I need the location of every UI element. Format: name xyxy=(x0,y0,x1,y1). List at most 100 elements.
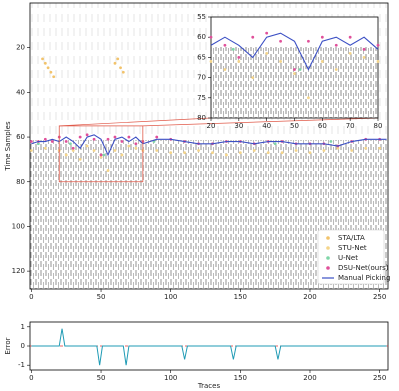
pick-point xyxy=(294,149,298,152)
pick-point xyxy=(43,146,47,150)
pick-point xyxy=(307,96,310,100)
pick-point xyxy=(52,75,56,79)
zoom-box xyxy=(58,125,144,183)
x-tick-label: 50 xyxy=(97,374,106,382)
y-tick-label: 75 xyxy=(197,94,206,102)
pick-point xyxy=(350,149,354,152)
pick-point xyxy=(64,153,68,157)
x-tick-label: 250 xyxy=(373,374,386,382)
pick-point xyxy=(307,39,310,43)
y-tick-label: 80 xyxy=(16,178,25,186)
pick-point xyxy=(225,153,228,157)
pick-point xyxy=(308,151,312,155)
pick-point xyxy=(49,70,53,74)
x-tick-label: 100 xyxy=(164,374,177,382)
x-axis-label: Traces xyxy=(197,382,221,390)
y-tick-label: 20 xyxy=(16,44,25,52)
x-tick-label: 30 xyxy=(234,122,243,130)
legend-label: Manual Picking xyxy=(338,274,390,282)
main-plot: 0 50 100 150 200 250 20 40 60 80 100 120 Time Sample… xyxy=(4,2,390,301)
pick-point xyxy=(265,31,269,35)
pick-point xyxy=(376,43,380,47)
pick-point xyxy=(329,140,333,143)
pick-point xyxy=(46,66,50,70)
pick-point xyxy=(273,142,277,146)
pick-point xyxy=(36,142,40,146)
pick-point xyxy=(78,135,82,139)
pick-point xyxy=(320,60,324,63)
legend-frame xyxy=(317,229,385,285)
pick-point xyxy=(71,146,75,150)
y-tick-label: 80 xyxy=(197,114,206,122)
pick-point xyxy=(362,56,366,59)
x-tick-label: 100 xyxy=(164,293,177,301)
x-tick-label: 50 xyxy=(290,122,299,130)
legend-label: STA/LTA xyxy=(338,234,365,242)
pick-point xyxy=(209,35,213,39)
pick-point xyxy=(106,169,110,172)
x-tick-label: 50 xyxy=(97,293,106,301)
legend-label: DSU-Net(ours) xyxy=(338,264,389,272)
pick-point xyxy=(113,149,117,152)
x-tick-label: 150 xyxy=(234,293,247,301)
error-plot: 0 50 100 150 200 250 1 0 -1 Error Traces xyxy=(4,321,389,390)
pick-point xyxy=(106,137,110,141)
pick-point xyxy=(237,56,241,59)
pick-point xyxy=(134,142,138,146)
pick-point xyxy=(348,51,352,55)
y-tick-label: 120 xyxy=(12,267,25,275)
pick-point xyxy=(113,61,117,65)
pick-point xyxy=(116,57,120,61)
pick-point xyxy=(265,51,269,55)
inset: 20 30 40 50 60 70 80 55 60 65 70 75 80 xyxy=(197,13,382,130)
pick-point xyxy=(120,153,124,157)
pick-point xyxy=(231,47,235,51)
pick-point xyxy=(252,149,256,152)
pick-point xyxy=(238,151,242,155)
pick-point xyxy=(298,68,302,71)
x-tick-label: 70 xyxy=(346,122,355,130)
pick-point xyxy=(85,144,89,148)
pick-point xyxy=(155,135,159,139)
pick-point xyxy=(29,140,33,143)
y-axis-label: Time Samples xyxy=(4,121,12,172)
pick-point xyxy=(251,35,255,39)
pick-point xyxy=(293,72,296,75)
pick-point xyxy=(279,39,282,43)
pick-point xyxy=(183,151,187,155)
x-tick-label: 0 xyxy=(29,293,33,301)
x-tick-label: 200 xyxy=(303,374,316,382)
pick-point xyxy=(85,133,89,137)
axes-frame xyxy=(29,2,389,290)
pick-point xyxy=(92,137,96,141)
pick-point xyxy=(223,43,227,47)
legend-swatch xyxy=(326,266,330,270)
pick-point xyxy=(266,151,270,155)
pick-point xyxy=(29,149,33,152)
y-axis-label: Error xyxy=(4,337,12,354)
legend-label: STU-Net xyxy=(338,244,367,252)
error-line xyxy=(31,328,387,366)
pick-point xyxy=(293,68,296,71)
pick-point xyxy=(334,68,338,71)
pick-point xyxy=(121,70,125,74)
pick-point xyxy=(120,140,124,143)
x-tick-label: 40 xyxy=(262,122,271,130)
pick-point xyxy=(99,155,103,159)
pick-point xyxy=(50,140,54,143)
y-tick-label: 70 xyxy=(197,74,206,82)
pick-point xyxy=(119,66,122,70)
pick-point xyxy=(251,76,255,79)
x-tick-label: 250 xyxy=(373,293,386,301)
pick-line xyxy=(31,134,387,157)
pick-point xyxy=(197,149,200,152)
pick-point xyxy=(362,47,366,51)
pick-point xyxy=(64,140,68,143)
x-tick-label: 60 xyxy=(318,122,327,130)
pick-point xyxy=(280,151,284,155)
pick-point xyxy=(334,43,338,47)
y-tick-label: 55 xyxy=(197,13,206,21)
y-tick-label: 1 xyxy=(21,323,25,331)
pick-point xyxy=(43,137,47,141)
